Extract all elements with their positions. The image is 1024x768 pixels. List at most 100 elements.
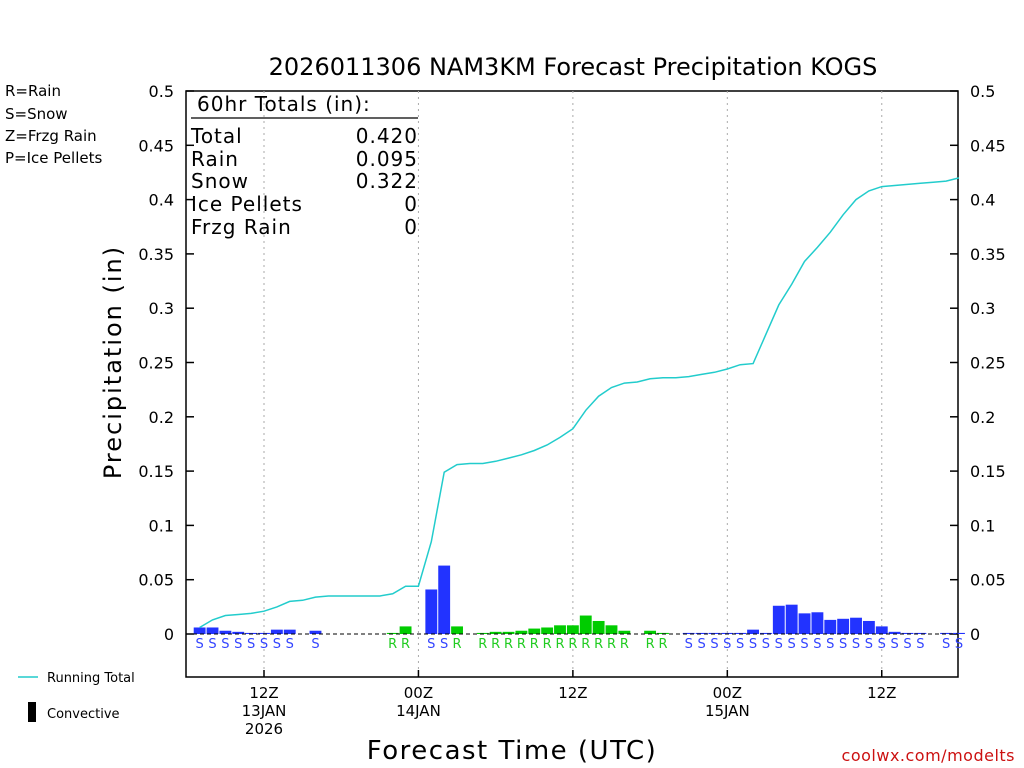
precip-type-letter: R bbox=[478, 637, 487, 652]
y-tick-label-left: 0.35 bbox=[138, 245, 174, 264]
rain-bar bbox=[592, 620, 605, 634]
precip-type-letter: S bbox=[826, 637, 834, 652]
legend-snow: S=Snow bbox=[5, 105, 68, 123]
snow-bar bbox=[747, 629, 759, 634]
precip-type-letter: S bbox=[800, 637, 808, 652]
rain-bar bbox=[515, 630, 528, 634]
snow-bar bbox=[270, 629, 283, 634]
precip-type-letter: R bbox=[620, 637, 629, 652]
y-tick-label-left: 0.2 bbox=[149, 408, 174, 427]
snow-bar bbox=[721, 632, 734, 634]
snow-bar bbox=[695, 632, 708, 634]
precip-type-letter: S bbox=[685, 637, 693, 652]
snow-bar bbox=[759, 632, 772, 634]
y-tick-label-left: 0.15 bbox=[138, 462, 174, 481]
x-axis-label: Forecast Time (UTC) bbox=[367, 736, 658, 766]
y-tick-label-right: 0.45 bbox=[970, 136, 1006, 155]
snow-bar bbox=[785, 604, 798, 634]
y-tick-label-left: 0.1 bbox=[149, 516, 174, 535]
y-tick-label-left: 0.3 bbox=[149, 299, 174, 318]
precip-type-letter: S bbox=[852, 637, 860, 652]
totals-label-ice-pellets: Ice Pellets bbox=[191, 192, 303, 216]
x-tick-label: 13JAN bbox=[242, 702, 287, 720]
totals-heading: 60hr Totals (in): bbox=[197, 92, 371, 116]
precip-type-letter: S bbox=[788, 637, 796, 652]
y-tick-label-left: 0.5 bbox=[149, 82, 174, 101]
precip-type-letter: S bbox=[942, 637, 950, 652]
legend-convective: Convective bbox=[47, 707, 120, 722]
y-tick-label-right: 0.1 bbox=[970, 516, 995, 535]
precip-type-letter: S bbox=[813, 637, 821, 652]
y-tick-label-left: 0.05 bbox=[138, 571, 174, 590]
x-tick-label: 00Z bbox=[404, 684, 433, 702]
snow-bar bbox=[875, 626, 888, 634]
x-tick-label: 15JAN bbox=[705, 702, 750, 720]
precip-type-letter: R bbox=[568, 637, 577, 652]
snow-bar bbox=[309, 630, 322, 634]
precip-type-letter: R bbox=[581, 637, 590, 652]
rain-bar bbox=[399, 626, 412, 634]
precip-type-letter: S bbox=[775, 637, 783, 652]
snow-bar bbox=[734, 632, 747, 634]
snow-bar bbox=[425, 589, 438, 634]
precip-type-letter: R bbox=[530, 637, 539, 652]
rain-bar bbox=[618, 630, 631, 634]
precip-type-letter: S bbox=[903, 637, 911, 652]
plot-frame bbox=[185, 90, 959, 678]
running-total-polyline bbox=[199, 177, 960, 629]
snow-bar bbox=[708, 632, 721, 634]
precip-type-letter: S bbox=[762, 637, 770, 652]
precip-type-letter: S bbox=[710, 637, 718, 652]
rain-bar bbox=[554, 625, 566, 634]
precip-type-letter: R bbox=[543, 637, 552, 652]
snow-bar bbox=[824, 619, 837, 634]
snow-bar bbox=[682, 632, 695, 634]
snow-bar bbox=[798, 613, 811, 634]
snow-bar bbox=[837, 618, 850, 634]
y-tick-label-right: 0.4 bbox=[970, 191, 995, 210]
precip-type-letter: S bbox=[427, 637, 435, 652]
precip-type-letter: R bbox=[594, 637, 603, 652]
y-tick-label-left: 0.25 bbox=[138, 354, 174, 373]
snow-bar bbox=[206, 627, 219, 634]
precip-type-letter: S bbox=[890, 637, 898, 652]
rain-bar bbox=[541, 627, 554, 634]
precip-type-letter: S bbox=[196, 637, 204, 652]
snow-bar bbox=[438, 565, 451, 634]
y-tick-label-right: 0 bbox=[970, 625, 980, 644]
x-tick-label: 14JAN bbox=[396, 702, 441, 720]
snow-bar bbox=[888, 631, 901, 634]
y-tick-label-right: 0.35 bbox=[970, 245, 1006, 264]
totals-label-frzg-rain: Frzg Rain bbox=[191, 215, 292, 239]
precip-type-letter: S bbox=[208, 637, 216, 652]
snow-bar bbox=[914, 632, 927, 634]
precip-type-letter: R bbox=[504, 637, 513, 652]
y-tick-label-left: 0.45 bbox=[138, 136, 174, 155]
y-axis-label: Precipitation (in) bbox=[99, 245, 127, 479]
rain-bar bbox=[579, 615, 592, 634]
precip-type-letter: S bbox=[221, 637, 229, 652]
running-total-line bbox=[199, 177, 960, 629]
precip-type-letter: R bbox=[388, 637, 397, 652]
legend-rain: R=Rain bbox=[5, 82, 61, 100]
totals-label-rain: Rain bbox=[191, 147, 239, 171]
totals-label-snow: Snow bbox=[191, 169, 249, 193]
y-tick-label-left: 0.4 bbox=[149, 191, 174, 210]
grid-lines bbox=[263, 91, 883, 677]
snow-bar bbox=[193, 627, 206, 634]
precip-type-letter: S bbox=[247, 637, 255, 652]
precip-type-letter: S bbox=[440, 637, 448, 652]
snow-bar bbox=[245, 632, 258, 634]
x-tick-label: 12Z bbox=[558, 684, 587, 702]
snow-bar bbox=[258, 632, 270, 634]
precip-type-letter: S bbox=[878, 637, 886, 652]
snow-bar bbox=[219, 630, 232, 634]
snow-bar bbox=[811, 612, 824, 634]
y-axis-ticks: 0.5 0.5 0.45 0.45 0.4 0.4 0.35 0.35 0.3 0.3 0.25 0.… bbox=[138, 82, 1005, 644]
snow-bar bbox=[283, 629, 296, 634]
legend-freezing-rain: Z=Frzg Rain bbox=[5, 127, 97, 145]
precip-bars bbox=[193, 565, 965, 634]
